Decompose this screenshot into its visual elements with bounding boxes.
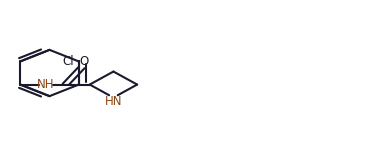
Text: Cl: Cl (63, 55, 74, 68)
Text: NH: NH (37, 78, 55, 91)
Text: HN: HN (105, 95, 122, 108)
Text: O: O (80, 55, 89, 68)
